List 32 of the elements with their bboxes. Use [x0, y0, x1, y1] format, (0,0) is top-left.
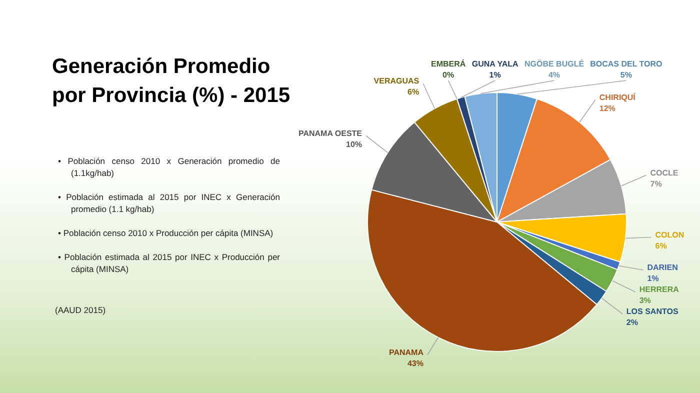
slice-label: PANAMA: [388, 348, 424, 357]
text: • Población estimada al 2015 por INEC x Producción per cápita (MINSA): [58, 251, 280, 275]
data-label: 2%: [626, 318, 638, 328]
text: 0%: [442, 70, 454, 80]
text: • Población censo 2010 x Producción per cápita (MINSA): [58, 227, 274, 239]
data-label: 4%: [548, 70, 560, 80]
text: • Población estimada al 2015 por INEC x Generación promedio (1.1 kg/hab): [58, 191, 280, 215]
data-label: 6%: [655, 241, 667, 250]
data-label: 1%: [647, 274, 659, 284]
slice-label: CHIRIQUÍ: [599, 92, 636, 102]
slice-label: GUNA YALA: [472, 60, 518, 69]
slice-label: HERRERA: [639, 285, 680, 294]
slice-label: LOS SANTOS: [626, 307, 679, 316]
text: • Población censo 2010 x Generación promedio de (1.1kg/hab): [58, 155, 280, 179]
slice-label: VERAGUAS: [374, 76, 420, 86]
text: (AAUD 2015): [55, 305, 106, 315]
data-label: 7%: [650, 179, 662, 188]
slice-label: DARIEN: [647, 263, 678, 272]
data-label: 1%: [489, 70, 501, 80]
category-label: EMBERÁ: [430, 60, 466, 69]
data-label: 12%: [599, 104, 616, 113]
slice-label: NGÖBE BUGLÉ: [524, 58, 585, 69]
text: Generación Promedio por Provincia (%) - 2015: [52, 54, 292, 109]
slice-label: COCLE: [650, 168, 679, 178]
slice-label: BOCAS DEL TORO: [590, 60, 662, 69]
data-label: 3%: [639, 296, 651, 306]
slice-label: COLON: [655, 230, 684, 240]
data-label: 43%: [407, 358, 424, 368]
data-label: 6%: [408, 88, 420, 97]
data-label: 10%: [346, 140, 362, 149]
data-label: 5%: [620, 70, 632, 80]
slice-label: PANAMA OESTE: [298, 128, 363, 138]
